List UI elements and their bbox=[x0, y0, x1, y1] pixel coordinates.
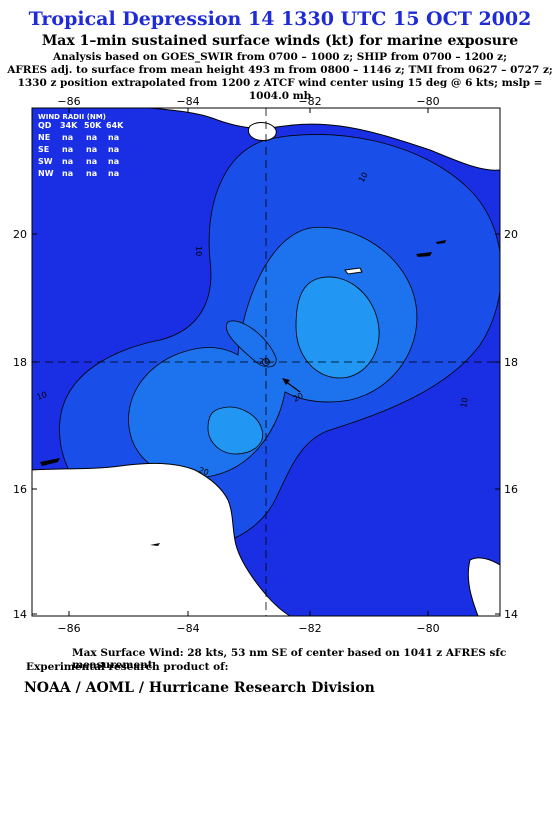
analysis-note-1: Analysis based on GOES_SWIR from 0700 – … bbox=[52, 51, 508, 63]
lon-label-bottom-84: −84 bbox=[176, 622, 199, 635]
wind-radii-row-64k: na bbox=[108, 133, 119, 142]
storm-center-icon bbox=[262, 358, 270, 366]
wind-lobe-center bbox=[225, 320, 277, 368]
contour-label-10-left: 10 bbox=[194, 246, 203, 256]
wind-field-map: 10 10 10 10 20 20 20 −86 −84 −82 −80 −86… bbox=[13, 95, 518, 635]
lat-label-left-14: 14 bbox=[13, 608, 27, 621]
lon-label-top-86: −86 bbox=[57, 95, 80, 108]
wind-radii-row-34k: na bbox=[62, 133, 73, 142]
map-panel: 10 10 10 10 20 20 20 bbox=[32, 108, 500, 616]
lon-label-bottom-86: −86 bbox=[57, 622, 80, 635]
analysis-note-3: 1330 z position extrapolated from 1200 z… bbox=[17, 77, 543, 102]
lat-label-right-16: 16 bbox=[504, 483, 518, 496]
wind-radii-row-qd: NW bbox=[38, 169, 54, 178]
wind-radii-row-50k: na bbox=[86, 169, 97, 178]
map-title: Tropical Depression 14 1330 UTC 15 OCT 2… bbox=[28, 8, 532, 30]
lat-label-right-18: 18 bbox=[504, 356, 518, 369]
land-isle-of-youth bbox=[247, 122, 277, 141]
wind-radii-header-64k: 64K bbox=[106, 121, 124, 130]
wind-radii-row-34k: na bbox=[62, 169, 73, 178]
wind-radii-title: WIND RADII (NM) bbox=[38, 113, 106, 121]
map-ticks bbox=[32, 108, 500, 616]
wind-max-ne bbox=[295, 276, 380, 379]
contour-label-10-top: 10 bbox=[357, 171, 370, 184]
wind-radii-header-50k: 50K bbox=[84, 121, 102, 130]
wind-radii-row-34k: na bbox=[62, 157, 73, 166]
lat-label-right-20: 20 bbox=[504, 228, 518, 241]
analysis-note-2: AFRES adj. to surface from mean height 4… bbox=[7, 64, 553, 76]
lat-label-right-14: 14 bbox=[504, 608, 518, 621]
lon-label-bottom-80: −80 bbox=[416, 622, 439, 635]
contour-label-10-bottom: 10 bbox=[36, 390, 49, 402]
wind-radii-row-64k: na bbox=[108, 145, 119, 154]
map-subtitle: Max 1–min sustained surface winds (kt) f… bbox=[41, 33, 519, 49]
lon-label-top-80: −80 bbox=[416, 95, 439, 108]
motion-arrowhead bbox=[282, 378, 290, 385]
lon-label-top-82: −82 bbox=[298, 95, 321, 108]
max-surface-wind-note: Max Surface Wind: 28 kts, 53 nm SE of ce… bbox=[72, 647, 507, 671]
lat-label-left-18: 18 bbox=[13, 356, 27, 369]
organization-name: NOAA / AOML / Hurricane Research Divisio… bbox=[24, 680, 375, 696]
wind-radii-row-qd: NE bbox=[38, 133, 50, 142]
wind-radii-header-qd: QD bbox=[38, 121, 52, 130]
lat-label-left-16: 16 bbox=[13, 483, 27, 496]
land-honduras bbox=[32, 462, 291, 616]
lon-label-top-84: −84 bbox=[176, 95, 199, 108]
wind-radii-row-64k: na bbox=[108, 157, 119, 166]
contour-label-10-right: 10 bbox=[459, 397, 470, 409]
wind-radii-row-50k: na bbox=[86, 145, 97, 154]
wind-radii-row-qd: SE bbox=[38, 145, 49, 154]
experimental-label: Experimental research product of: bbox=[26, 661, 229, 673]
contour-label-20-bottom: 20 bbox=[197, 465, 210, 477]
lat-label-left-20: 20 bbox=[13, 228, 27, 241]
wind-radii-row-64k: na bbox=[108, 169, 119, 178]
contour-label-20-right: 20 bbox=[292, 391, 305, 404]
land-cuba bbox=[149, 108, 500, 171]
wind-radii-row-qd: SW bbox=[38, 157, 53, 166]
contour-label-20-top: 20 bbox=[259, 357, 269, 366]
wind-radii-header-34k: 34K bbox=[60, 121, 78, 130]
wind-radii-row-50k: na bbox=[86, 133, 97, 142]
land-swan-islands bbox=[344, 267, 363, 275]
wind-max-sw bbox=[207, 406, 264, 455]
wind-radii-row-34k: na bbox=[62, 145, 73, 154]
wind-radii-table: WIND RADII (NM) QD 34K 50K 64K NE na na … bbox=[38, 113, 124, 178]
lon-label-bottom-82: −82 bbox=[298, 622, 321, 635]
land-jamaica-edge bbox=[467, 557, 500, 616]
wind-radii-row-50k: na bbox=[86, 157, 97, 166]
